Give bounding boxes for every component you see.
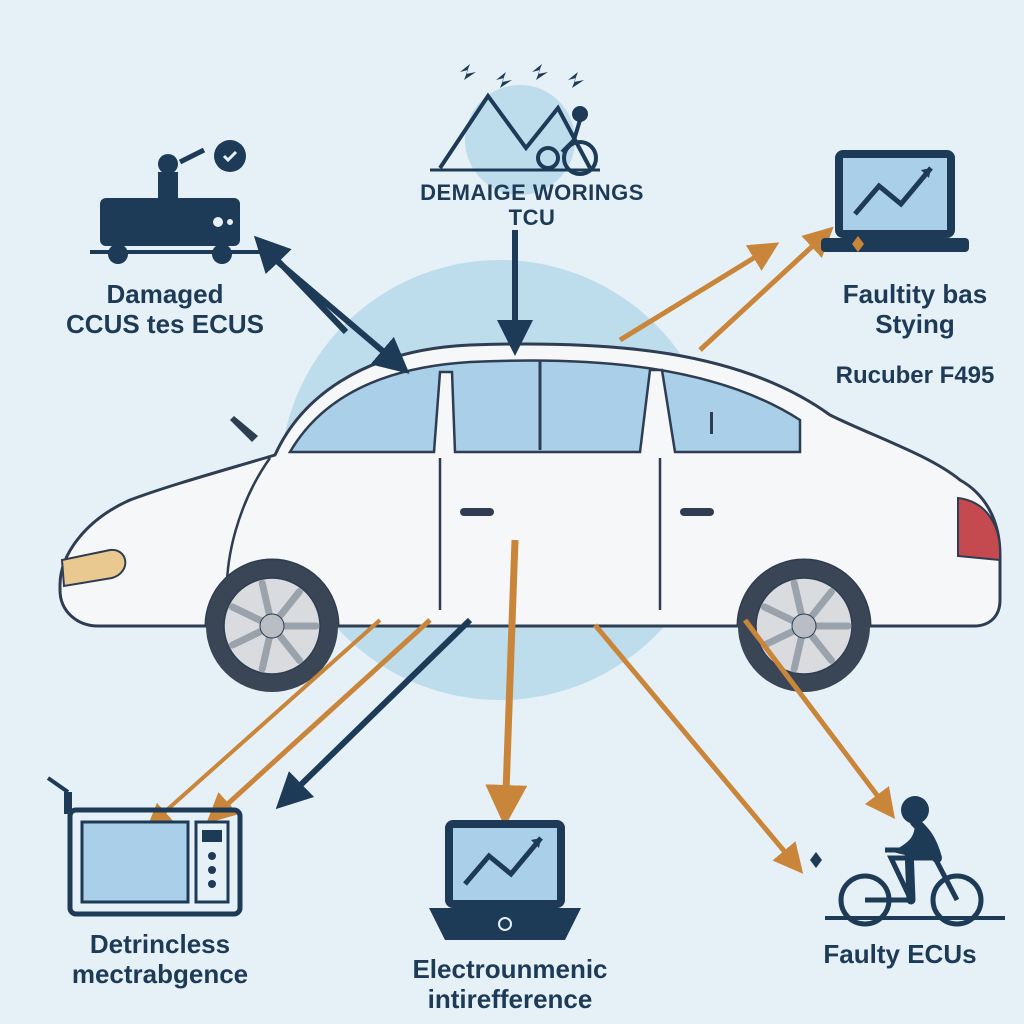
label-top: DEMAIGE WORINGS TCU (412, 180, 652, 231)
infographic-canvas: DEMAIGE WORINGS TCU Damaged CCUS tes ECUS… (0, 0, 1024, 1024)
label-top-right-1: Faultity bas Stying (820, 280, 1010, 340)
laptop-chart-icon-top (821, 150, 969, 252)
label-bot-right: Faulty ECUs (800, 940, 1000, 970)
label-top-right-2: Rucuber F495 (805, 362, 1024, 390)
arrow-bot-right2 (595, 625, 800, 870)
bg-circle-small (465, 85, 575, 195)
label-bot-mid: Electrounmenic intirefference (370, 955, 650, 1015)
microwave-device-icon (48, 778, 240, 914)
label-bot-left: Detrincless mectrabgence (40, 930, 280, 990)
bg-circle-main (280, 260, 720, 700)
laptop-chart-icon-bottom (429, 820, 581, 940)
arrow-top-right2 (700, 230, 830, 350)
robot-device-icon (90, 140, 260, 264)
cyclist-icon (825, 796, 1005, 924)
label-top-left: Damaged CCUS tes ECUS (50, 280, 280, 340)
arrow-bot-right1 (745, 620, 892, 815)
arrow-bot-left3 (150, 620, 380, 825)
